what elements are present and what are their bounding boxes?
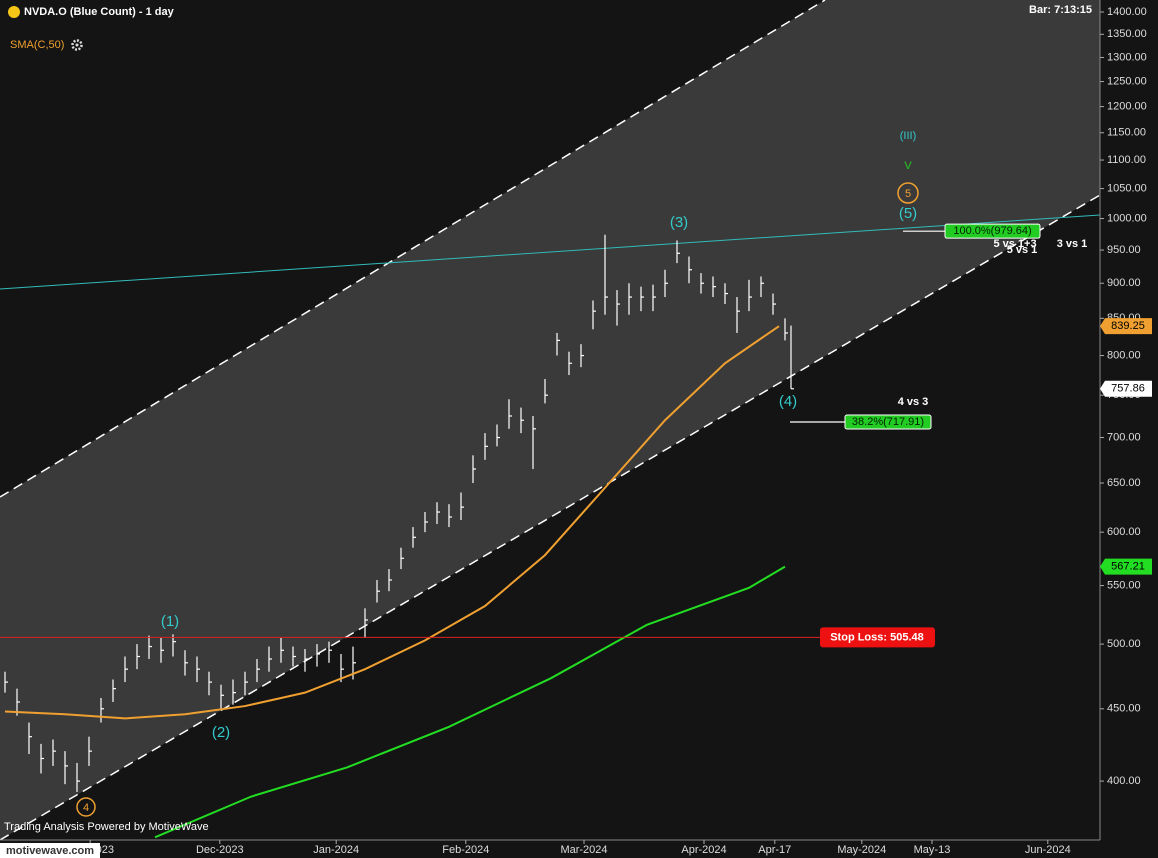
wave-label: 4 [83,802,89,814]
wave-label: (3) [670,214,688,231]
x-tick-label: Dec-2023 [196,844,244,856]
fib-box [844,414,932,430]
x-tick-label: Feb-2024 [442,844,489,856]
y-tick-label: 700.00 [1107,431,1141,443]
y-tick-label: 1400.00 [1107,6,1147,18]
x-tick-label: May-2024 [837,844,886,856]
wave-label: V [904,160,912,172]
x-tick-label: May-13 [914,844,951,856]
y-tick-label: 1150.00 [1107,127,1146,139]
price-tag [1100,380,1152,397]
x-tick-label: Apr-17 [758,844,791,856]
wave-label: (4) [779,393,797,410]
y-tick-label: 450.00 [1107,703,1141,715]
x-tick-label: Jan-2024 [313,844,359,856]
symbol-dot [8,6,20,18]
y-tick-label: 900.00 [1107,277,1141,289]
trend-line [0,214,1101,290]
price-tag-label: 567.21 [1111,561,1145,573]
y-tick-label: 1350.00 [1107,28,1147,40]
y-tick-label: 400.00 [1107,775,1141,787]
y-tick-label: 1250.00 [1107,75,1147,87]
wave-circle [897,182,919,204]
y-tick-label: 950.00 [1107,244,1141,256]
x-tick-label: Apr-2024 [681,844,726,856]
ratio-label: 4 vs 3 [898,396,929,408]
watermark: motivewave.com [6,845,94,857]
fib-label: 100.0%(979.64) [953,225,1031,237]
y-tick-label: 500.00 [1107,638,1141,650]
channel-lower [0,194,1101,841]
time-axis-panel [0,840,1100,858]
fib-box [944,223,1041,239]
wave-label: 5 [905,188,911,200]
wave-label: (III) [900,130,917,142]
price-tag [1100,558,1152,575]
price-axis-panel [1100,0,1158,858]
stop-loss-label: Stop Loss: 505.48 [830,631,924,643]
channel-fill [0,0,1100,840]
chart-title: NVDA.O (Blue Count) - 1 day [24,6,175,18]
price-tag-label: 839.25 [1111,320,1145,332]
sma50-line [4,325,780,720]
ratio-label: 5 vs 1+3 [993,238,1036,250]
sma200-line [154,565,786,839]
wave-label: (2) [212,724,230,741]
settings-icon[interactable] [71,39,83,51]
bar-time: Bar: 7:13:15 [1029,4,1092,16]
x-tick-label: Jun-2024 [1025,844,1071,856]
wave-label: (5) [899,205,917,222]
watermark-box [0,843,100,858]
y-tick-label: 1050.00 [1107,183,1147,195]
plot: Stop Loss: 505.48 100.0%(979.64) 38.2%(717… [0,223,1041,839]
price-tag-label: 757.86 [1111,383,1145,395]
stop-loss-box [820,627,935,648]
y-tick-label: 1100.00 [1107,154,1146,166]
wave-circle [76,797,96,817]
wave-label: (1) [161,613,179,630]
indicator-label: SMA(C,50) [10,39,64,51]
y-tick-label: 550.00 [1107,579,1141,591]
y-tick-label: 1300.00 [1107,51,1147,63]
y-tick-label: 800.00 [1107,349,1141,361]
y-tick-label: 600.00 [1107,526,1141,538]
price-tag [1100,318,1152,335]
y-tick-label: 1200.00 [1107,101,1147,113]
ratio-label: 5 vs 1 [1007,244,1038,256]
fib-label: 38.2%(717.91) [852,416,924,428]
x-tick-label: Mar-2024 [560,844,607,856]
ratio-label: 3 vs 1 [1057,238,1088,250]
y-tick-label: 650.00 [1107,477,1141,489]
footer: Trading Analysis Powered by MotiveWave [4,821,209,833]
axes: 400.00 450.00 500.00 550.00 600.00 650.00 700.… [66,6,1152,856]
channel-upper [0,0,826,498]
y-tick-label: 1000.00 [1107,212,1147,224]
